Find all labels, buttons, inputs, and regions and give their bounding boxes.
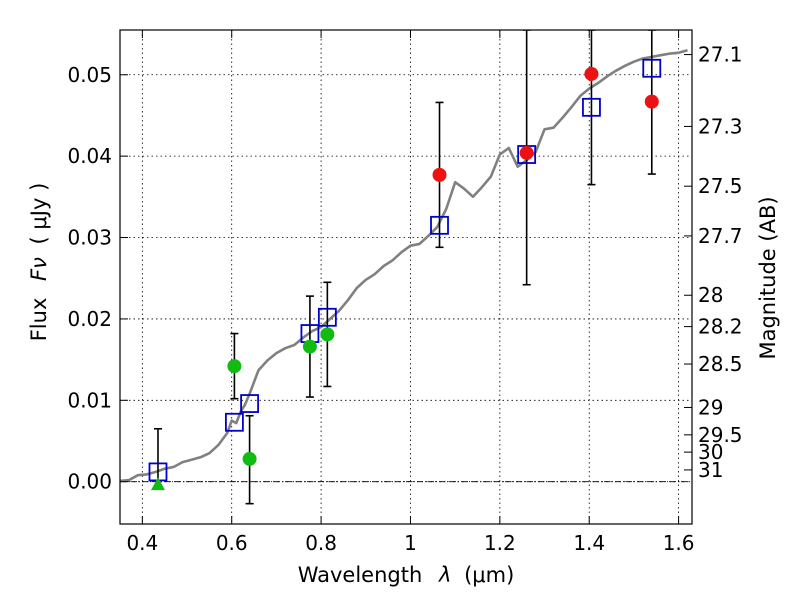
- y-axis-label-prefix: Flux: [27, 298, 51, 342]
- observed-flux-green: [302, 339, 317, 354]
- observed-flux-red: [432, 167, 447, 182]
- observed-flux-green: [227, 359, 242, 374]
- x-tick-label: 1: [404, 531, 417, 555]
- x-tick-label: 0.8: [305, 531, 337, 555]
- magnitude-tick-label: 31: [698, 458, 723, 482]
- plot-frame: [119, 29, 693, 525]
- magnitude-tick-label: 27.5: [698, 174, 743, 198]
- y-tick-label: 0.05: [67, 63, 112, 87]
- magnitude-axis-label: Magnitude (AB): [756, 196, 780, 359]
- observed-flux-red: [584, 66, 599, 81]
- magnitude-tick-label: 28.2: [698, 315, 743, 339]
- x-tick-label: 1.2: [484, 531, 516, 555]
- model-spectrum-line: [120, 49, 688, 483]
- model-flux-square: [430, 215, 449, 235]
- grid: [120, 30, 692, 524]
- model-flux-square: [642, 58, 662, 78]
- x-tick-label: 0.4: [126, 531, 158, 555]
- magnitude-tick-label: 29.5: [698, 423, 743, 447]
- y-tick-label: 0.02: [67, 307, 112, 331]
- y-tick-label: 0.03: [67, 226, 112, 250]
- x-axis-label-symbol: λ: [438, 563, 451, 587]
- upper-limit-triangle: [150, 477, 165, 491]
- x-tick-label: 1.4: [573, 531, 605, 555]
- x-axis-label: Wavelength λ (μm): [298, 563, 515, 587]
- observed-flux-green: [242, 451, 257, 466]
- y-tick-label: 0.01: [67, 388, 112, 412]
- model-flux-square: [582, 97, 601, 117]
- y-axis-label-unit: ( μJy ): [27, 183, 51, 245]
- magnitude-tick-label: 28: [698, 283, 723, 307]
- x-tick-label: 0.6: [216, 531, 248, 555]
- x-axis-label-prefix: Wavelength: [298, 563, 423, 587]
- observed-flux-red: [519, 145, 534, 160]
- y-axis-label: Flux Fν ( μJy ): [27, 183, 51, 342]
- y-axis-label-symbol: Fν: [27, 257, 51, 281]
- observed-flux-green: [320, 327, 335, 342]
- plot-content: [120, 30, 688, 505]
- magnitude-tick-label: 28.5: [698, 352, 743, 376]
- model-flux-square: [317, 307, 337, 327]
- plot-area: [120, 30, 688, 505]
- magnitude-tick-label: 27.7: [698, 224, 743, 248]
- model-flux-square: [240, 394, 259, 413]
- x-tick-label: 1.6: [663, 531, 695, 555]
- magnitude-tick-label: 30: [698, 440, 723, 464]
- y-tick-label: 0.00: [67, 470, 112, 494]
- observed-flux-red: [644, 94, 659, 109]
- magnitude-tick-label: 27.1: [698, 43, 743, 67]
- magnitude-tick-label: 27.3: [698, 114, 743, 138]
- ticks: 0.4 0.6 0.8 1 1.2 1.4 1.6 0.00 0.01 0.02 0.03 0.04 0…: [67, 30, 743, 555]
- model-flux-square: [224, 412, 244, 432]
- y-tick-label: 0.04: [67, 144, 112, 168]
- magnitude-tick-label: 29: [698, 395, 723, 419]
- x-axis-label-unit: (μm): [464, 563, 514, 587]
